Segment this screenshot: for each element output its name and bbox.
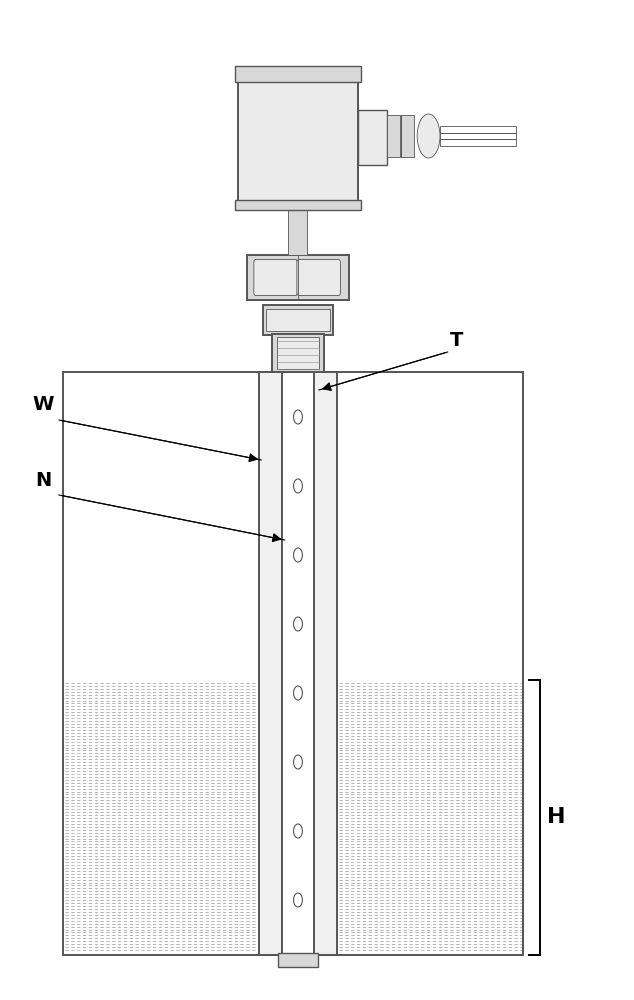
Circle shape	[294, 548, 302, 562]
Bar	[401, 115, 413, 157]
Circle shape	[294, 824, 302, 838]
Bar	[263, 305, 333, 335]
Bar	[235, 200, 361, 210]
Bar	[235, 66, 361, 82]
Bar	[63, 372, 523, 955]
Bar	[238, 70, 358, 210]
Bar	[259, 372, 337, 955]
Bar	[247, 255, 349, 300]
Bar	[272, 334, 324, 372]
FancyBboxPatch shape	[254, 260, 297, 296]
Bar	[282, 372, 314, 955]
Circle shape	[294, 617, 302, 631]
Bar	[387, 115, 399, 157]
Circle shape	[294, 893, 302, 907]
Bar	[358, 110, 387, 165]
Text: T: T	[450, 330, 463, 350]
Bar	[440, 126, 516, 146]
Bar	[266, 309, 330, 331]
Bar	[278, 953, 318, 967]
Circle shape	[294, 410, 302, 424]
Bar	[288, 210, 307, 255]
Bar	[277, 337, 319, 369]
Circle shape	[294, 686, 302, 700]
Circle shape	[294, 755, 302, 769]
Circle shape	[294, 479, 302, 493]
FancyBboxPatch shape	[297, 260, 340, 296]
Text: N: N	[35, 471, 51, 489]
Text: W: W	[32, 395, 54, 414]
Ellipse shape	[417, 114, 440, 158]
Text: H: H	[547, 807, 566, 827]
